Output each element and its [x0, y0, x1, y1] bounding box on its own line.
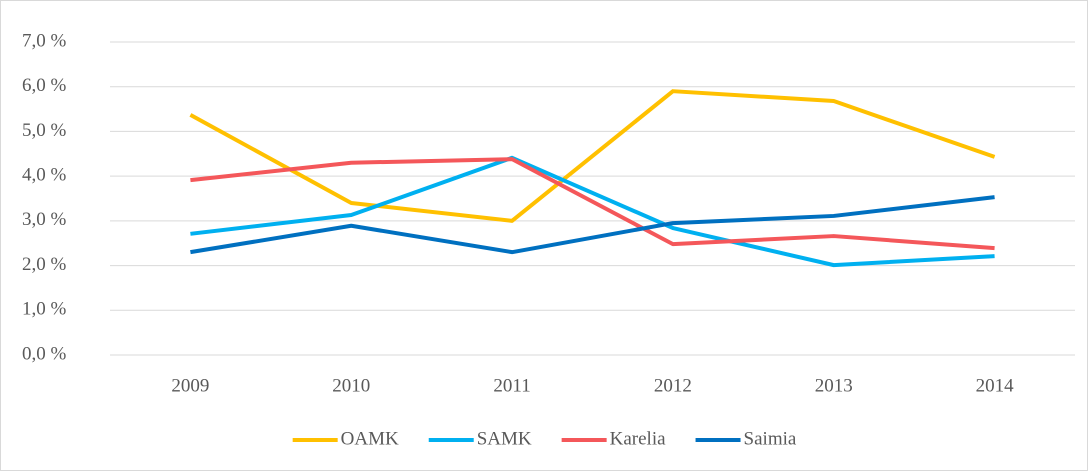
series-line: [190, 157, 995, 251]
x-tick-label: 2011: [493, 375, 530, 396]
series-line: [189, 89, 996, 223]
legend-label: SAMK: [477, 428, 532, 449]
x-tick-label: 2012: [654, 375, 692, 396]
x-tick-label: 2009: [171, 375, 209, 396]
x-tick-label: 2010: [332, 375, 370, 396]
legend-label: Saimia: [744, 428, 797, 449]
y-tick-label: 7,0 %: [22, 30, 67, 51]
series-line: [190, 195, 995, 255]
x-tick-label: 2013: [815, 375, 853, 396]
y-tick-label: 5,0 %: [22, 120, 67, 141]
y-tick-label: 3,0 %: [22, 209, 67, 230]
y-tick-label: 6,0 %: [22, 75, 67, 96]
legend-label: OAMK: [341, 428, 399, 449]
y-tick-label: 0,0 %: [22, 343, 67, 364]
x-tick-label: 2014: [976, 375, 1015, 396]
y-tick-label: 2,0 %: [22, 254, 67, 275]
y-tick-label: 4,0 %: [22, 165, 67, 186]
legend-label: Karelia: [610, 428, 666, 449]
y-tick-label: 1,0 %: [22, 299, 67, 320]
series-line: [190, 155, 995, 268]
